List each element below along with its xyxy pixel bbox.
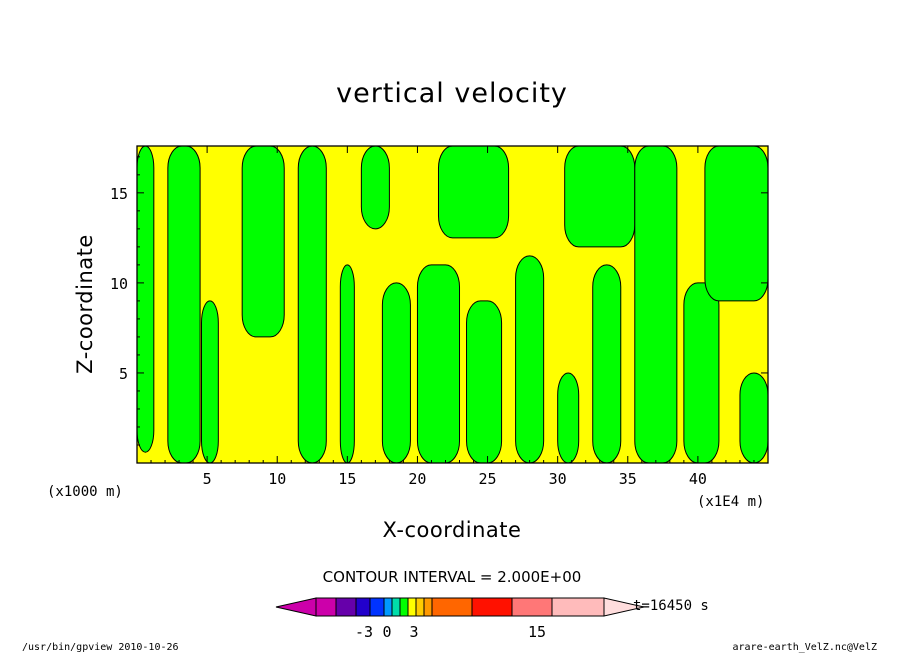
colorbar-swatch [355, 597, 371, 617]
x-tick-label: 10 [268, 470, 286, 488]
y-tick-label: 10 [110, 275, 128, 293]
contour-region-13 [557, 372, 580, 463]
colorbar-swatch [383, 597, 393, 617]
colorbar-swatch [369, 597, 385, 617]
colorbar-high-arrow [603, 597, 645, 617]
x-tick-label: 25 [479, 470, 497, 488]
colorbar-low-arrow [275, 597, 317, 617]
contour-region-9 [416, 264, 461, 463]
colorbar [275, 597, 645, 617]
contour-region-3 [201, 300, 219, 463]
colorbar-tick-label: 0 [382, 623, 391, 641]
y-unit-label: (x1000 m) [47, 484, 123, 500]
contour-regions [137, 146, 768, 463]
x-tick-label: 15 [338, 470, 356, 488]
x-axis-title: X-coordinate [383, 518, 522, 542]
plot-area: 5 10 15 20 25 30 35 40 5 10 15 [110, 145, 769, 488]
footer-right: arare-earth_VelZ.nc@VelZ [733, 642, 878, 653]
y-axis-title: Z-coordinate [73, 234, 97, 374]
colorbar-swatch [415, 597, 425, 617]
contour-region-6 [339, 264, 355, 463]
x-tick-label: 30 [549, 470, 567, 488]
time-label: t=16450 s [633, 598, 709, 614]
colorbar-swatch [471, 597, 513, 617]
contour-region-19 [739, 372, 768, 463]
contour-region-18 [704, 146, 768, 302]
colorbar-swatch [391, 597, 401, 617]
colorbar-swatch [407, 597, 417, 617]
x-axis: 5 10 15 20 25 30 35 40 [150, 146, 755, 488]
colorbar-tick-label: -3 [355, 623, 373, 641]
colorbar-swatch [551, 597, 605, 617]
colorbar-swatch [315, 597, 337, 617]
colorbar-swatch [335, 597, 357, 617]
y-axis: 5 10 15 [110, 156, 768, 446]
colorbar-tick-label: 15 [528, 623, 546, 641]
chart-title: vertical velocity [336, 78, 568, 109]
contour-region-17 [683, 282, 720, 463]
y-tick-label: 5 [119, 365, 128, 383]
contour-region-7 [360, 146, 390, 230]
contour-region-10 [437, 146, 510, 239]
colorbar-swatch [431, 597, 473, 617]
contour-region-4 [241, 146, 285, 338]
plot-frame [136, 145, 769, 464]
x-unit-label: (x1E4 m) [697, 494, 764, 510]
colorbar-swatch [399, 597, 409, 617]
contour-region-2 [167, 146, 201, 463]
contour-region-14 [564, 146, 636, 248]
contour-region-12 [515, 255, 545, 463]
contour-interval-label: CONTOUR INTERVAL = 2.000E+00 [323, 568, 582, 586]
contour-region-1 [137, 146, 155, 453]
x-tick-label: 20 [408, 470, 426, 488]
footer-left: /usr/bin/gpview 2010-10-26 [22, 642, 179, 653]
colorbar-ticks: -3 0 3 15 [355, 623, 546, 641]
y-tick-label: 15 [110, 185, 128, 203]
contour-region-11 [466, 300, 503, 463]
contour-region-8 [381, 282, 411, 463]
colorbar-swatch [423, 597, 433, 617]
x-tick-label: 5 [203, 470, 212, 488]
colorbar-tick-label: 3 [409, 623, 418, 641]
contour-region-5 [297, 146, 327, 463]
contour-region-16 [634, 146, 678, 463]
colorbar-swatch [511, 597, 553, 617]
x-tick-label: 40 [689, 470, 707, 488]
contour-region-15 [592, 264, 622, 463]
x-tick-label: 35 [619, 470, 637, 488]
